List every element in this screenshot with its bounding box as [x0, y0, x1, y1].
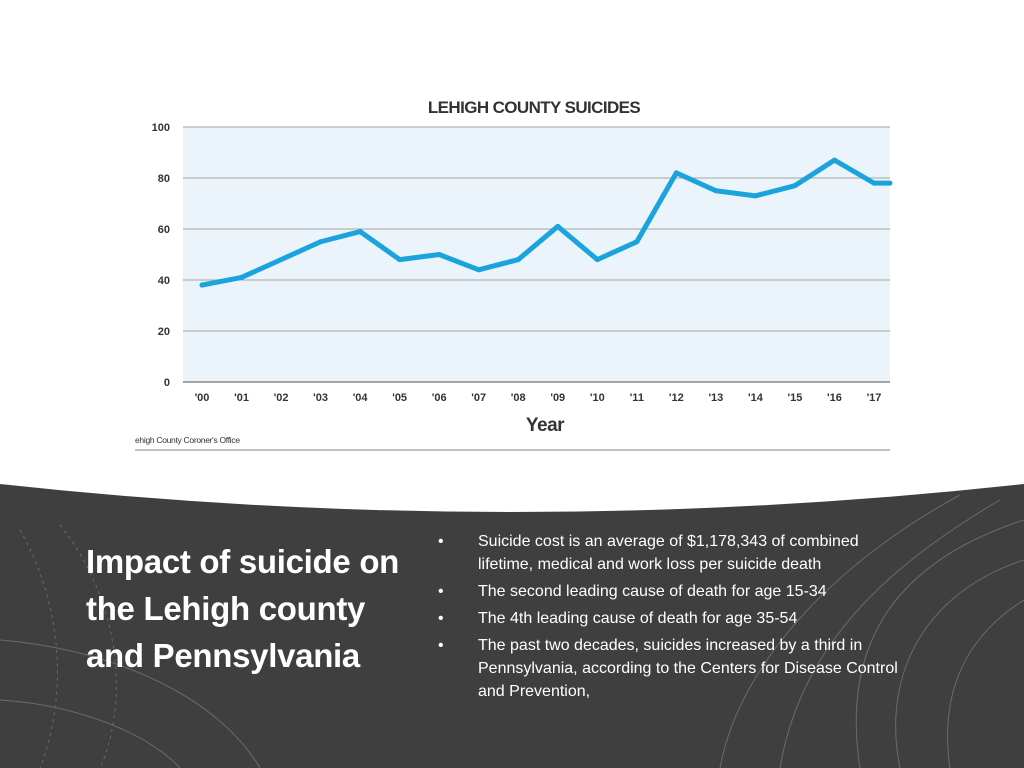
decorative-arc [947, 599, 1024, 768]
line-chart: 0 20 40 60 80 100 '00 '01 '02 '03 '04 '05 '06 '07 '08… [135, 98, 893, 451]
x-axis-title: Year [526, 415, 565, 436]
y-tick-labels: 0 20 40 60 80 100 [152, 122, 170, 389]
data-point [318, 239, 324, 245]
bullet-text: The past two decades, suicides increased… [478, 637, 898, 700]
data-point [831, 157, 837, 163]
y-tick-label: 60 [158, 224, 170, 236]
y-tick-label: 0 [164, 377, 170, 389]
bullet-item: • The past two decades, suicides increase… [438, 634, 918, 703]
bullet-text: The 4th leading cause of death for age 3… [478, 610, 798, 627]
y-tick-label: 100 [152, 122, 170, 134]
data-point [239, 274, 245, 280]
plot-background [183, 127, 890, 382]
gridlines [183, 126, 890, 383]
x-tick-labels: '00 '01 '02 '03 '04 '05 '06 '07 '08 '09 '10 '11 '12 '… [195, 392, 882, 404]
x-tick-label: '06 [432, 392, 447, 404]
data-point [357, 229, 363, 235]
data-point [594, 257, 600, 263]
data-point [634, 239, 640, 245]
decorative-arc [19, 529, 58, 768]
data-point [476, 267, 482, 273]
decorative-arc [0, 699, 181, 768]
data-point [713, 188, 719, 194]
x-tick-label: '10 [590, 392, 605, 404]
x-tick-label: '14 [748, 392, 764, 404]
bullet-dot: • [438, 637, 444, 654]
data-point [515, 257, 521, 263]
bullet-text: Suicide cost is an average of $1,178,343… [478, 533, 859, 573]
bullet-text: The second leading cause of death for ag… [478, 583, 827, 600]
x-tick-label: '05 [392, 392, 407, 404]
data-point [436, 252, 442, 257]
source-note: ehigh County Coroner's Office [135, 435, 240, 445]
bullet-dot: • [438, 533, 444, 550]
x-tick-label: '15 [788, 392, 803, 404]
x-tick-label: '11 [630, 392, 644, 404]
x-tick-label: '16 [827, 392, 842, 404]
x-tick-label: '03 [313, 392, 328, 404]
chart-area: 0 20 40 60 80 100 '00 '01 '02 '03 '04 '05 '06 '07 '08… [135, 98, 893, 451]
data-points [199, 157, 877, 288]
y-tick-label: 80 [158, 173, 170, 185]
x-tick-label: '07 [471, 392, 486, 404]
data-point [397, 257, 403, 263]
bullet-item: • Suicide cost is an average of $1,178,34… [438, 530, 918, 576]
x-tick-label: '04 [353, 392, 369, 404]
x-tick-label: '00 [195, 392, 210, 404]
x-tick-label: '13 [708, 392, 723, 404]
bullet-dot: • [438, 583, 444, 600]
slide-title: Impact of suicide on the Lehigh county a… [86, 543, 400, 674]
data-point [673, 170, 679, 176]
bullet-item: • The second leading cause of death for a… [438, 580, 918, 603]
x-tick-label: '12 [669, 392, 684, 404]
data-point [278, 257, 284, 263]
data-point [199, 282, 205, 288]
data-point [555, 223, 561, 229]
x-tick-label: '08 [511, 392, 526, 404]
x-tick-label: '09 [550, 392, 565, 404]
chart-title: LEHIGH COUNTY SUICIDES [428, 98, 640, 117]
data-point [792, 183, 798, 189]
bullet-list: • Suicide cost is an average of $1,178,34… [438, 530, 918, 707]
x-tick-label: '02 [274, 392, 289, 404]
data-point [752, 193, 758, 199]
x-tick-label: '01 [234, 392, 249, 404]
bullet-dot: • [438, 610, 444, 627]
y-tick-label: 20 [158, 326, 170, 338]
x-tick-label: '17 [867, 392, 882, 404]
y-tick-label: 40 [158, 275, 170, 287]
bullet-item: • The 4th leading cause of death for age … [438, 607, 918, 630]
data-point [871, 180, 877, 186]
